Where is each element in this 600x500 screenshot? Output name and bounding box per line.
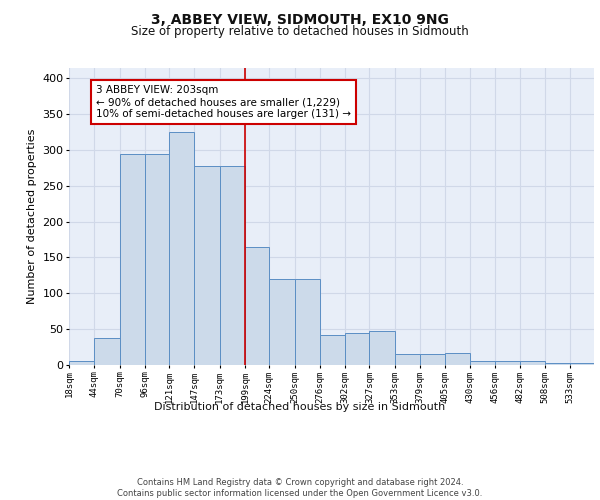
Bar	[269, 279, 295, 365]
Bar	[320, 335, 345, 365]
Bar	[94, 338, 119, 365]
Bar	[395, 354, 420, 365]
Bar	[545, 363, 569, 365]
Text: Distribution of detached houses by size in Sidmouth: Distribution of detached houses by size …	[154, 402, 446, 412]
Text: 3 ABBEY VIEW: 203sqm
← 90% of detached houses are smaller (1,229)
10% of semi-de: 3 ABBEY VIEW: 203sqm ← 90% of detached h…	[96, 86, 351, 118]
Bar	[145, 154, 169, 365]
Bar	[119, 154, 145, 365]
Text: Contains HM Land Registry data © Crown copyright and database right 2024.
Contai: Contains HM Land Registry data © Crown c…	[118, 478, 482, 498]
Text: 3, ABBEY VIEW, SIDMOUTH, EX10 9NG: 3, ABBEY VIEW, SIDMOUTH, EX10 9NG	[151, 12, 449, 26]
Bar	[495, 362, 520, 365]
Bar	[169, 132, 194, 365]
Bar	[69, 362, 94, 365]
Bar	[520, 362, 545, 365]
Bar	[470, 362, 495, 365]
Bar	[194, 166, 220, 365]
Bar	[370, 332, 395, 365]
Y-axis label: Number of detached properties: Number of detached properties	[27, 128, 37, 304]
Bar	[445, 353, 470, 365]
Bar	[245, 246, 269, 365]
Bar	[420, 354, 445, 365]
Text: Size of property relative to detached houses in Sidmouth: Size of property relative to detached ho…	[131, 25, 469, 38]
Bar	[569, 363, 595, 365]
Bar	[295, 279, 320, 365]
Bar	[220, 166, 245, 365]
Bar	[345, 332, 370, 365]
